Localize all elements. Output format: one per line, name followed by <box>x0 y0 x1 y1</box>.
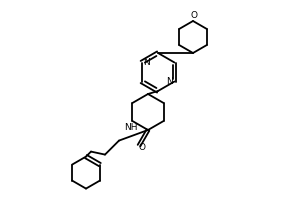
Text: O: O <box>139 143 146 152</box>
Text: N: N <box>143 58 150 67</box>
Text: O: O <box>190 11 197 20</box>
Text: NH: NH <box>124 123 137 132</box>
Text: N: N <box>166 77 172 86</box>
